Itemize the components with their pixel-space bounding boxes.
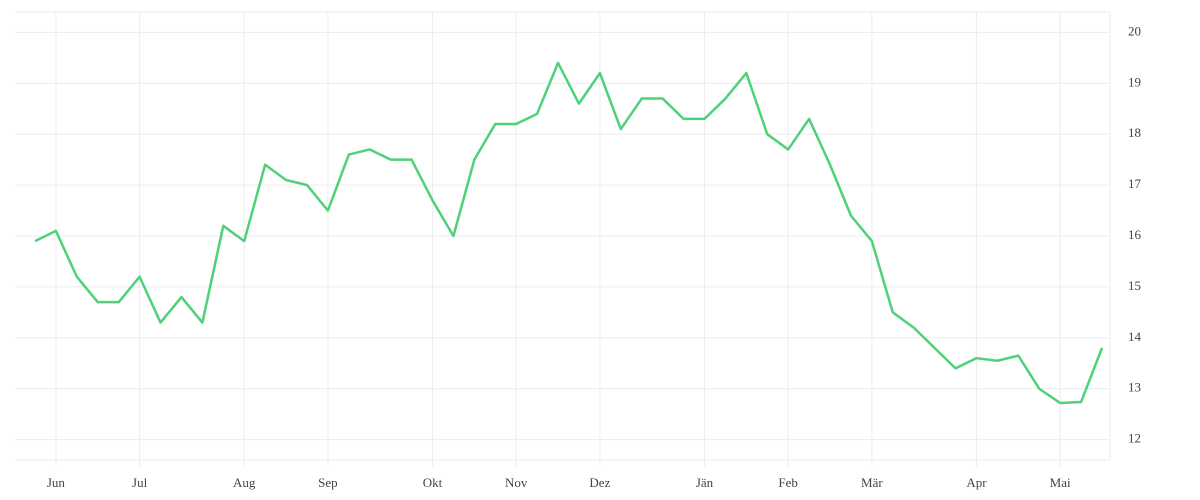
data-line (34, 61, 1104, 405)
x-tick-label: Okt (423, 475, 443, 490)
y-tick-label: 18 (1128, 125, 1141, 140)
x-tick-label: Nov (505, 475, 528, 490)
y-tick-label: 12 (1128, 431, 1141, 446)
x-tick-label: Feb (778, 475, 798, 490)
x-tick-label: Jul (132, 475, 148, 490)
y-tick-label: 13 (1128, 380, 1141, 395)
y-tick-label: 15 (1128, 278, 1141, 293)
x-tick-label: Mär (861, 475, 883, 490)
x-tick-label: Mai (1050, 475, 1071, 490)
y-tick-label: 16 (1128, 227, 1142, 242)
y-tick-label: 14 (1128, 329, 1142, 344)
x-tick-label: Aug (233, 475, 256, 490)
x-tick-label: Dez (589, 475, 610, 490)
y-tick-label: 20 (1128, 23, 1141, 38)
y-tick-label: 17 (1128, 176, 1142, 191)
x-tick-label: Apr (966, 475, 987, 490)
x-tick-label: Sep (318, 475, 338, 490)
x-tick-label: Jän (696, 475, 714, 490)
y-tick-label: 19 (1128, 74, 1141, 89)
x-tick-label: Jun (47, 475, 66, 490)
